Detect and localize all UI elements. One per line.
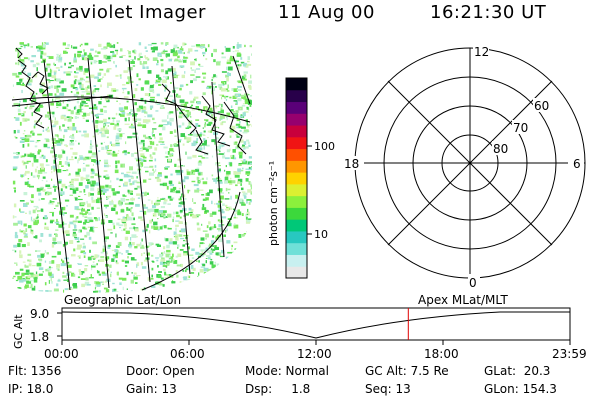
- x-tick-0600: 06:00: [170, 347, 205, 361]
- lat-label-80: 80: [493, 142, 508, 156]
- color-bar-segment: [286, 78, 307, 91]
- x-tick-1200: 12:00: [297, 347, 332, 361]
- lat-label-70: 70: [513, 121, 528, 135]
- timeline-left-title: Geographic Lat/Lon: [64, 293, 182, 307]
- gain-value: Gain: 13: [126, 382, 177, 396]
- color-bar-unit-label: photon cm⁻²s⁻¹: [267, 161, 280, 246]
- door-status: Door: Open: [126, 364, 195, 378]
- color-bar-segment: [286, 266, 307, 279]
- mlt-label-6: 6: [573, 157, 581, 171]
- timeline-right-title: Apex MLat/MLT: [418, 293, 508, 307]
- app-title: Ultraviolet Imager: [34, 2, 206, 23]
- geographic-image-panel: [12, 42, 252, 293]
- color-bar-tick-10: 10: [314, 228, 328, 241]
- color-bar-segment: [286, 219, 307, 232]
- coastline: [15, 47, 247, 155]
- color-bar-tick-100: 100: [314, 140, 335, 153]
- altitude-curve: [61, 311, 570, 339]
- ip-value: IP: 18.0: [8, 382, 54, 396]
- color-bar-gradient: [286, 78, 307, 279]
- mlt-label-0: 0: [469, 276, 477, 290]
- color-bar-segment: [286, 101, 307, 114]
- color-bar-segment: [286, 183, 307, 197]
- color-bar-segment: [286, 230, 307, 244]
- polar-mlt-plot: 12 6 0 18 60 70 80: [344, 44, 586, 290]
- y-tick-1-8: 1.8: [30, 330, 49, 344]
- color-bar-segment: [286, 242, 307, 255]
- color-bar-segment: [286, 113, 307, 126]
- color-bar-segment: [286, 89, 307, 103]
- color-bar: 100 10 photon cm⁻²s⁻¹: [267, 77, 335, 279]
- color-bar-segment: [286, 172, 307, 185]
- color-bar-segment: [286, 207, 307, 220]
- y-tick-9: 9.0: [30, 307, 49, 321]
- gc-alt-value: GC Alt: 7.5 Re: [365, 364, 449, 378]
- mode-value: Mode: Normal: [245, 364, 329, 378]
- dsp-value: Dsp: 1.8: [245, 382, 311, 396]
- glon-value: GLon: 154.3: [484, 382, 557, 396]
- color-bar-segment: [286, 136, 307, 150]
- color-bar-segment: [286, 125, 307, 138]
- color-bar-segment: [286, 160, 307, 173]
- glat-value: GLat: 20.3: [484, 364, 551, 378]
- emission-noise-field: [12, 42, 252, 293]
- x-tick-0000: 00:00: [44, 347, 79, 361]
- mlt-label-12: 12: [474, 45, 489, 59]
- time-readout: 16:21:30 UT: [430, 2, 547, 23]
- lat-label-60: 60: [534, 99, 549, 113]
- seq-value: Seq: 13: [365, 382, 411, 396]
- mlt-label-18: 18: [344, 157, 359, 171]
- color-bar-segment: [286, 148, 307, 161]
- x-tick-2359: 23:59: [552, 347, 587, 361]
- date-readout: 11 Aug 00: [278, 2, 375, 23]
- flight-number: Flt: 1356: [8, 364, 62, 378]
- x-tick-1800: 18:00: [424, 347, 459, 361]
- lat-lon-grid: [12, 55, 251, 291]
- color-bar-frame: [285, 77, 308, 279]
- orbit-timeline: GC Alt 9.0 1.8 00:00 06:00 12:00 18:00 2…: [12, 307, 587, 361]
- timeline-axis-title: GC Alt: [12, 314, 25, 349]
- color-bar-segment: [286, 254, 307, 267]
- color-bar-segment: [286, 195, 307, 208]
